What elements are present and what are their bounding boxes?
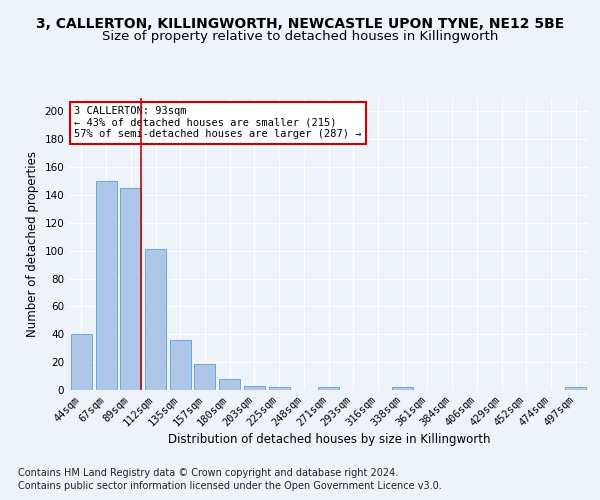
Bar [95, 181, 116, 390]
Text: Size of property relative to detached houses in Killingworth: Size of property relative to detached ho… [102, 30, 498, 43]
Bar [120, 188, 141, 390]
Bar [318, 387, 339, 390]
Bar [269, 387, 290, 390]
Text: Contains public sector information licensed under the Open Government Licence v3: Contains public sector information licen… [18, 481, 442, 491]
Bar [71, 334, 92, 390]
Bar [194, 364, 215, 390]
Text: Contains HM Land Registry data © Crown copyright and database right 2024.: Contains HM Land Registry data © Crown c… [18, 468, 398, 477]
Text: 3, CALLERTON, KILLINGWORTH, NEWCASTLE UPON TYNE, NE12 5BE: 3, CALLERTON, KILLINGWORTH, NEWCASTLE UP… [36, 18, 564, 32]
Bar [244, 386, 265, 390]
Text: 3 CALLERTON: 93sqm
← 43% of detached houses are smaller (215)
57% of semi-detach: 3 CALLERTON: 93sqm ← 43% of detached hou… [74, 106, 362, 140]
Bar [170, 340, 191, 390]
Bar [145, 250, 166, 390]
Bar [392, 387, 413, 390]
Bar [219, 379, 240, 390]
Y-axis label: Number of detached properties: Number of detached properties [26, 151, 39, 337]
Text: Distribution of detached houses by size in Killingworth: Distribution of detached houses by size … [167, 432, 490, 446]
Bar [565, 387, 586, 390]
